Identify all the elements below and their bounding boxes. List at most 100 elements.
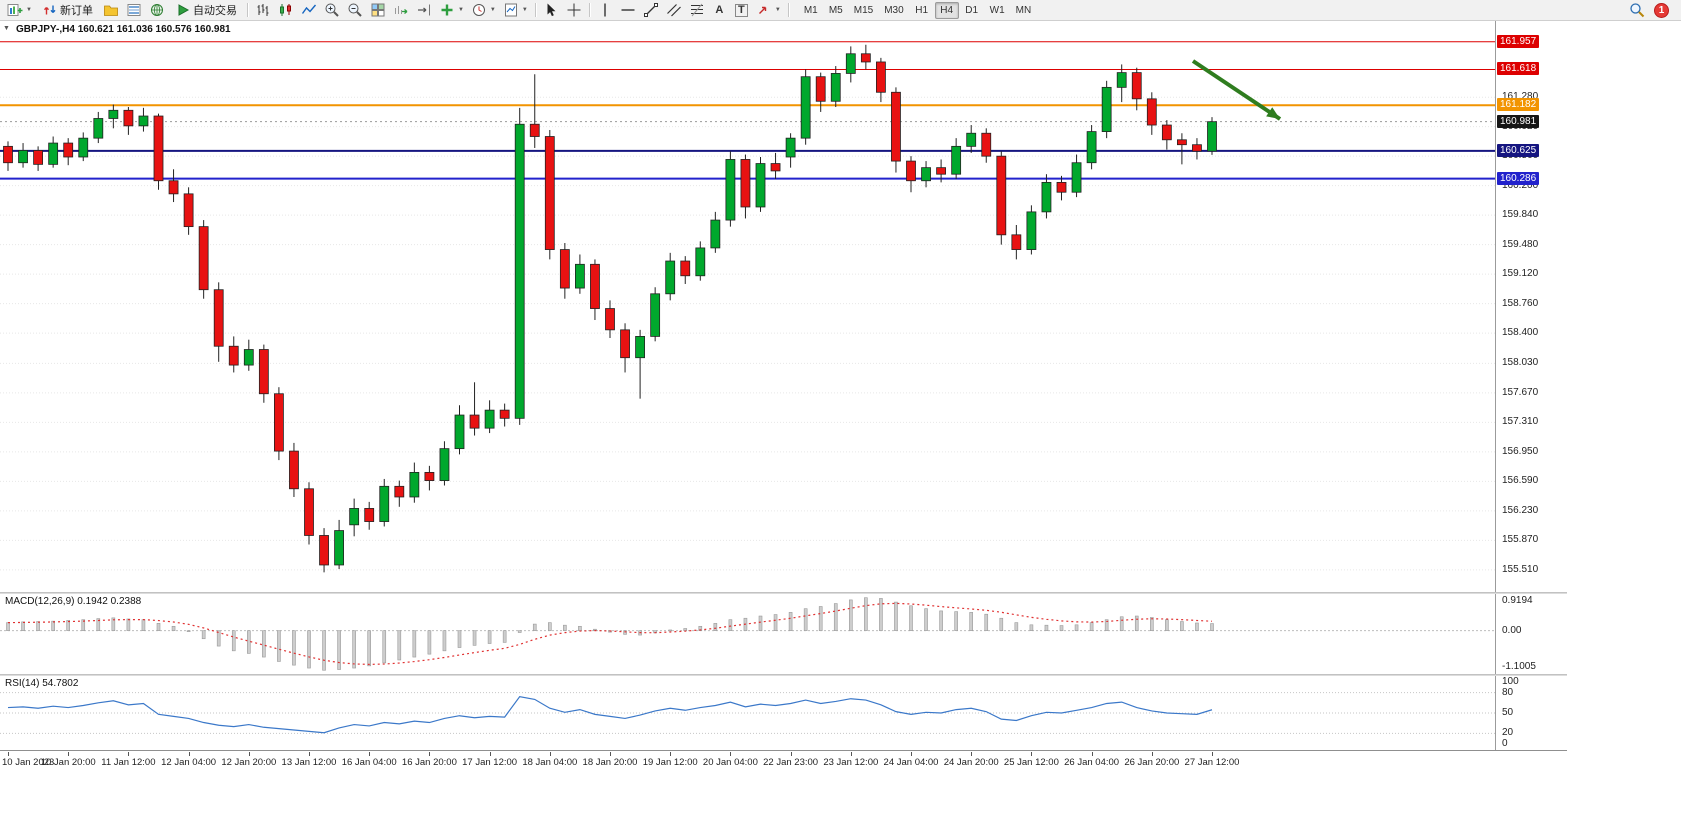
bear-candle [198,226,209,291]
periods-button[interactable]: ▼ [468,1,499,20]
time-tick [549,752,551,756]
rsi-panel[interactable]: RSI(14) 54.7802 [0,676,1495,750]
tf-button-H1[interactable]: H1 [915,4,929,16]
new-order-button[interactable]: 新订单 [36,1,99,20]
chevron-down-icon: ▼ [774,7,781,13]
zoom-in-button[interactable] [321,1,343,20]
price-scale-label: 155.510 [1502,563,1539,575]
time-tick [670,752,672,756]
market-watch-button[interactable] [123,1,145,20]
arrows-button[interactable]: ▼ [753,1,784,20]
tf-button-W1[interactable]: W1 [989,4,1005,16]
tf-button-MN[interactable]: MN [1015,4,1032,16]
time-tick [1031,752,1033,756]
rsi-canvas[interactable] [0,676,1495,750]
bull-candle [755,163,766,208]
bear-candle [153,115,164,182]
bull-candle [18,150,28,164]
notification-badge[interactable]: 1 [1654,2,1669,18]
search-button[interactable] [1626,1,1648,20]
indicators-button[interactable]: ▼ [436,1,467,20]
fibonacci-button[interactable] [686,1,708,20]
tile-windows-button[interactable] [367,1,389,20]
candlestick-chart-button[interactable] [275,1,297,20]
cursor-button[interactable] [540,1,562,20]
trendline-button[interactable] [640,1,662,20]
auto-scroll-button[interactable] [390,1,412,20]
channel-button[interactable] [663,1,685,20]
bear-candle [1131,72,1142,100]
time-label: 12 Jan 04:00 [161,757,217,768]
bear-candle [289,450,299,490]
bull-candle [78,137,89,158]
time-label: 17 Jan 12:00 [462,757,518,768]
text-button[interactable]: A [709,1,730,20]
new-chart-button[interactable]: ▼ [4,1,35,20]
rsi-label: RSI(14) 54.7802 [5,678,79,689]
time-label: 20 Jan 04:00 [702,757,758,768]
tf-button-H4[interactable]: H4 [934,1,959,19]
macd-axis[interactable]: 0.9194 0.00 -1.1005 [1495,594,1567,674]
price-line-badge: 161.957 [1497,34,1540,48]
price-axis[interactable]: 161.280160.920160.560160.200159.840159.4… [1495,21,1567,592]
line-chart-icon [301,4,316,14]
bar-chart-button[interactable] [252,1,274,20]
profiles-button[interactable] [100,1,122,20]
bear-candle [906,160,916,182]
macd-label: MACD(12,26,9) 0.1942 0.2388 [5,596,142,607]
timeframe-toolbar: M1 M5 M15 M30 H1 H4 D1 W1 MN [799,1,1036,19]
vertical-line-button[interactable] [594,1,616,20]
tf-button-M5[interactable]: M5 [828,4,843,16]
zoom-out-button[interactable] [344,1,366,20]
cursor-icon [547,3,556,17]
chart-shift-button[interactable] [413,1,435,20]
bull-candle [409,471,420,498]
trend-arrow-annotation [1191,59,1282,121]
bear-candle [123,109,134,127]
panel-splitter[interactable] [0,592,1567,594]
main-toolbar: ▼ 新订单 自动交易 ▼ [0,0,1681,21]
time-label: 18 Jan 20:00 [582,757,638,768]
navigator-icon [150,4,163,16]
chart-shift-icon [417,4,430,16]
autotrading-button[interactable]: 自动交易 [169,1,243,20]
candlestick-canvas[interactable] [0,21,1495,592]
tf-button-D1[interactable]: D1 [965,4,979,16]
bull-candle [1116,72,1127,88]
bull-candle [800,76,811,139]
tf-button-M1[interactable]: M1 [803,4,818,16]
bear-candle [394,485,405,498]
tf-button-M15[interactable]: M15 [853,4,874,16]
rsi-scale-label: 100 [1502,676,1519,687]
macd-canvas[interactable] [0,594,1495,674]
templates-button[interactable]: ▼ [500,1,531,20]
macd-panel[interactable]: MACD(12,26,9) 0.1942 0.2388 [0,594,1495,674]
one-click-trading-toggle[interactable]: ▼ [3,25,10,32]
bear-candle [304,488,314,536]
label-button[interactable]: T [731,1,752,20]
price-scale-label: 157.670 [1502,386,1539,398]
bear-candle [1056,181,1067,193]
time-axis[interactable]: 10 Jan 2023 10 Jan 20:00 11 Jan 12:00 12 Ja… [0,752,1567,772]
tf-button-M30[interactable]: M30 [884,4,904,16]
time-tick [8,752,9,756]
horizontal-line-button[interactable] [617,1,639,20]
rsi-axis[interactable]: 100 80 50 20 0 [1495,676,1567,750]
bull-candle [1026,211,1037,250]
bull-candle [48,142,59,165]
navigator-button[interactable] [146,1,168,20]
chevron-down-icon: ▼ [26,7,32,13]
candlestick-chart-icon [279,4,291,16]
time-label: 16 Jan 04:00 [341,757,397,768]
toolbar-separator [246,3,248,17]
time-tick [68,752,70,756]
price-scale-label: 156.950 [1502,445,1539,457]
main-chart-area[interactable]: ▼ GBPJPY-,H4 160.621 161.036 160.576 160… [0,21,1495,592]
indicators-plus-icon [441,4,453,16]
panel-splitter[interactable] [0,674,1567,676]
time-label: 11 Jan 12:00 [101,757,156,768]
chart-title-ohlc: GBPJPY-,H4 160.621 161.036 160.576 160.9… [16,24,231,35]
line-chart-button[interactable] [298,1,320,20]
crosshair-button[interactable] [563,1,585,20]
